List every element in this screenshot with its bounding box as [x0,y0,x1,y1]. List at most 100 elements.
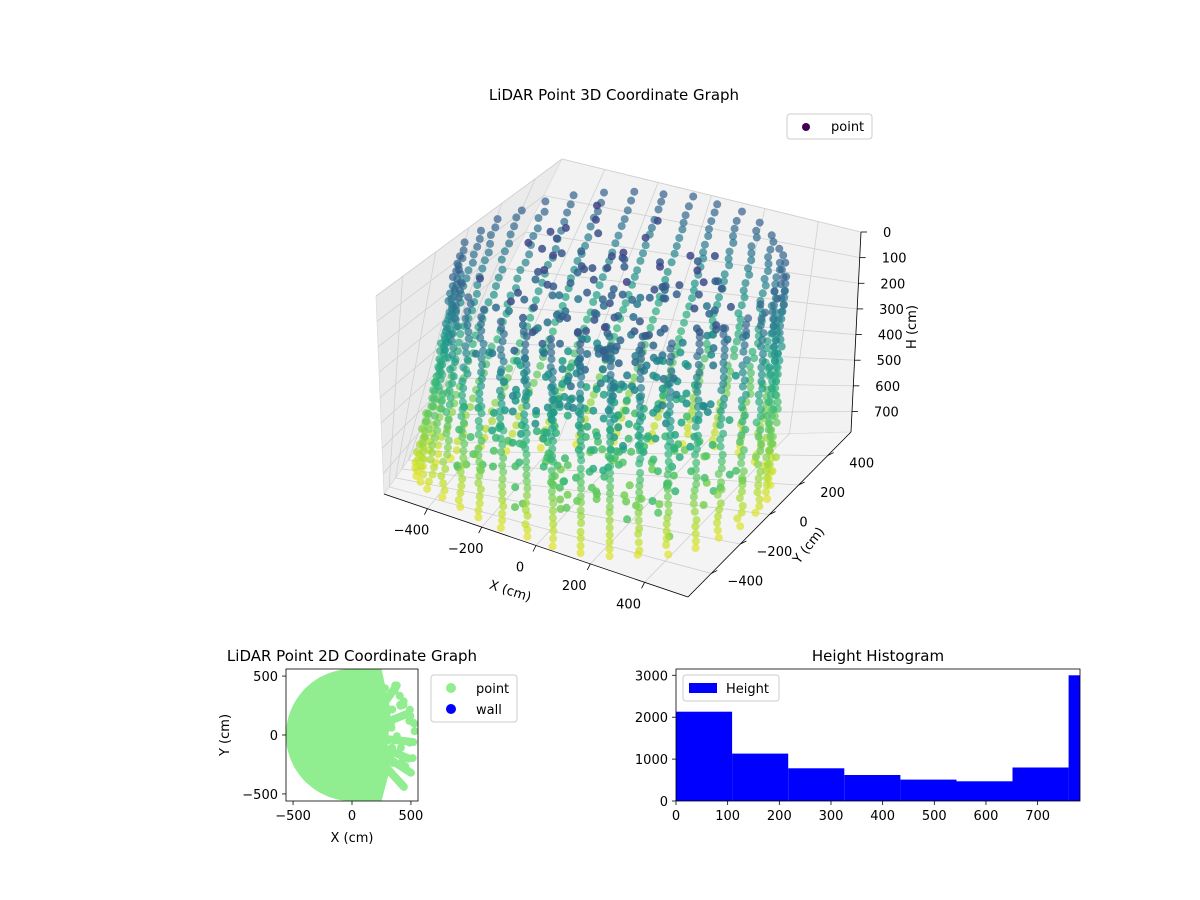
y-axis-label: Y (cm) [218,714,233,757]
data-point [720,345,729,354]
data-point [646,323,655,332]
data-point [377,770,386,778]
data-point [715,293,723,302]
data-point [480,256,489,265]
data-point [481,424,490,433]
data-point [506,297,515,306]
data-point [497,399,506,408]
data-point [529,379,538,387]
data-point [754,460,762,469]
data-point [715,505,724,514]
x-tick-mark [424,508,428,515]
data-point [576,506,585,515]
data-point [569,403,577,412]
data-point [423,484,432,493]
data-point [365,789,374,798]
x-tick-label: 200 [562,579,587,594]
data-point [684,202,693,211]
data-point [574,328,582,336]
data-point [513,274,522,283]
y-tick-label: 3000 [635,669,668,684]
data-point [566,382,575,391]
data-point [461,314,470,323]
data-point [766,391,775,400]
data-point [517,429,525,438]
data-point [606,431,615,440]
data-point [691,465,700,474]
data-point [777,314,786,323]
data-point [676,348,685,357]
data-point [464,266,473,275]
data-point [598,295,607,304]
data-point [630,386,639,395]
data-point [593,201,601,210]
data-point [548,381,557,390]
y-tick-label: 400 [849,457,874,472]
data-point [762,481,771,489]
data-point [440,486,449,495]
chart-2d-points [286,669,418,801]
data-point [474,478,483,487]
data-point [733,514,742,523]
x-tick-label: 600 [974,809,999,824]
data-point [526,313,535,322]
data-point [577,519,586,527]
data-point [641,331,650,340]
data-point [518,320,527,329]
data-point [466,433,475,441]
data-point [651,307,660,316]
data-point [515,439,524,448]
data-point [547,348,556,357]
data-point [561,223,570,232]
data-point [744,264,752,273]
data-point [430,395,438,403]
data-point [472,349,480,358]
data-point [680,318,688,327]
data-point [765,363,774,372]
point-ray [371,751,408,791]
data-point [716,421,725,430]
data-point [437,472,446,480]
data-point [741,279,750,288]
data-point [496,434,505,443]
data-point [547,432,556,441]
data-point [693,266,702,275]
data-point [686,251,695,260]
data-point [714,470,723,478]
data-point [665,379,674,388]
data-point [730,224,739,233]
data-point [381,709,390,718]
data-point [498,488,507,497]
data-point [469,250,478,259]
data-point [747,242,756,251]
legend-box [682,674,780,702]
data-point [427,402,436,411]
data-point [448,408,457,416]
data-point [595,373,604,382]
data-point [589,464,598,473]
y-tick-label: 500 [253,670,278,685]
data-point [576,389,584,398]
data-point [401,762,410,771]
data-point [678,225,687,234]
data-point [521,520,530,529]
data-point [590,315,599,324]
data-point [726,302,735,311]
data-point [588,264,597,273]
data-point [463,307,472,316]
data-point [405,716,414,725]
data-point [474,430,483,439]
data-point [619,248,628,257]
data-point [466,299,475,308]
data-point [730,345,739,354]
data-point [494,273,503,282]
histogram-bar [844,775,901,801]
data-point [606,396,615,405]
data-point [732,466,741,475]
data-point [675,453,684,462]
data-point [708,440,717,449]
data-point [479,339,488,348]
data-point [745,362,754,371]
data-point [605,530,614,539]
data-point [654,508,663,517]
